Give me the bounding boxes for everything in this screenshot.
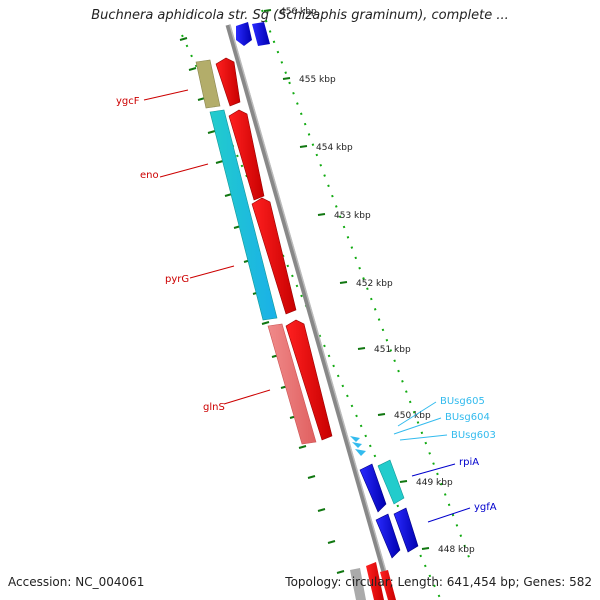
feature-rpiA-minus[interactable] bbox=[359, 463, 387, 513]
tick-mark bbox=[357, 347, 366, 350]
tick-mark bbox=[299, 145, 308, 148]
tick-label: 449 kbp bbox=[416, 478, 453, 488]
label-leader-line bbox=[427, 507, 471, 523]
genome-backbone bbox=[225, 24, 395, 600]
tick-label: 452 kbp bbox=[356, 279, 393, 289]
tick-label: 453 kbp bbox=[334, 211, 371, 221]
feature-ygcF-plus[interactable] bbox=[215, 57, 241, 107]
label-leader-line bbox=[143, 89, 189, 101]
tick-label: 456 kbp bbox=[280, 7, 317, 17]
tick-label: 451 kbp bbox=[374, 345, 411, 355]
gene-label-eno[interactable]: eno bbox=[140, 170, 159, 181]
tick-mark bbox=[377, 413, 386, 416]
summary-text: Topology: circular; Length: 641,454 bp; … bbox=[285, 575, 592, 589]
feature-bottom-red-2[interactable] bbox=[380, 570, 396, 600]
tick-layer: 456 kbp 455 kbp 454 kbp 453 kbp 452 kbp 451 k… bbox=[263, 7, 475, 555]
gene-label-pyrG[interactable]: pyrG bbox=[165, 274, 189, 285]
tick-label: 455 kbp bbox=[299, 75, 336, 85]
tick-mark bbox=[263, 9, 272, 12]
feature-top-blue-1[interactable] bbox=[236, 22, 252, 46]
feature-BUsg603[interactable] bbox=[355, 449, 366, 456]
tick-mark bbox=[339, 281, 348, 284]
gene-label-BUsg603[interactable]: BUsg603 bbox=[451, 430, 496, 441]
feature-BUsg605[interactable] bbox=[350, 436, 360, 442]
gene-label-rpiA[interactable]: rpiA bbox=[459, 457, 479, 468]
gene-label-BUsg604[interactable]: BUsg604 bbox=[445, 412, 490, 423]
label-leader-line bbox=[393, 417, 442, 435]
gene-label-glnS[interactable]: glnS bbox=[203, 402, 225, 413]
feature-glnS-plus[interactable] bbox=[285, 319, 333, 441]
feature-eno-minus[interactable] bbox=[209, 109, 278, 321]
tick-mark bbox=[282, 77, 291, 80]
map-title: Buchnera aphidicola str. Sg (Schizaphis … bbox=[91, 8, 509, 23]
gene-label-ygfA[interactable]: ygfA bbox=[474, 502, 497, 513]
tick-label: 450 kbp bbox=[394, 411, 431, 421]
feature-bottom-gray bbox=[350, 568, 366, 600]
label-leader-line bbox=[399, 434, 448, 441]
label-leader-line bbox=[397, 401, 437, 427]
label-leader-line bbox=[411, 463, 456, 477]
label-layer: ygcF eno pyrG glnS BUsg605 BUsg604 BUsg603 rpiA… bbox=[116, 89, 497, 523]
feature-ygfA-plus[interactable] bbox=[393, 507, 419, 553]
tick-mark bbox=[421, 547, 430, 550]
feature-glnS-minus[interactable] bbox=[267, 323, 317, 445]
label-leader-line bbox=[223, 389, 271, 405]
feature-bottom-red[interactable] bbox=[366, 562, 384, 600]
tick-label: 454 kbp bbox=[316, 143, 353, 153]
feature-top-blue-2[interactable] bbox=[252, 22, 270, 46]
tick-mark bbox=[317, 213, 326, 216]
accession-text: Accession: NC_004061 bbox=[8, 575, 145, 589]
genome-backbone-highlight bbox=[229, 24, 395, 600]
feature-BUsg604[interactable] bbox=[352, 442, 362, 448]
tick-label: 448 kbp bbox=[438, 545, 475, 555]
label-leader-line bbox=[159, 163, 209, 178]
label-leader-line bbox=[189, 265, 235, 279]
feature-eno-plus[interactable] bbox=[228, 109, 265, 201]
feature-pyrG-plus[interactable] bbox=[251, 197, 297, 315]
gene-label-BUsg605[interactable]: BUsg605 bbox=[440, 396, 485, 407]
feature-ygfA-minus[interactable] bbox=[375, 513, 401, 559]
feature-ygcF-minus[interactable] bbox=[195, 59, 221, 109]
feature-rpiA-plus[interactable] bbox=[377, 459, 405, 505]
gene-label-ygcF[interactable]: ygcF bbox=[116, 96, 140, 107]
tick-mark bbox=[399, 480, 408, 483]
